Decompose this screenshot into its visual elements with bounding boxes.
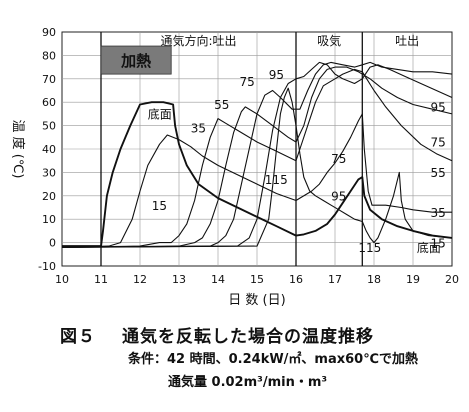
- y-tick-label: 20: [42, 190, 56, 203]
- x-tick-label: 10: [55, 273, 69, 286]
- series-line: [61, 66, 453, 248]
- x-tick-label: 19: [406, 273, 420, 286]
- series-label: 35: [431, 206, 446, 220]
- x-tick-label: 11: [94, 273, 108, 286]
- series-label: 55: [214, 98, 229, 112]
- x-tick-label: 14: [211, 273, 225, 286]
- figure-title-text: 通気を反転した場合の温度推移: [122, 327, 374, 347]
- series-line: [61, 61, 453, 248]
- series-label: 115: [265, 173, 288, 187]
- phase-label: 吐出: [395, 34, 419, 48]
- x-tick-label: 16: [289, 273, 303, 286]
- y-tick-label: 60: [42, 96, 56, 109]
- temperature-chart: -10 0 10 20 30 40 50 60 70 80 90 10 11 12 13 14 15 16 17 18…: [10, 26, 459, 308]
- y-tick-label: 90: [42, 26, 56, 39]
- y-tick-label: 0: [49, 237, 56, 250]
- series-label: 95: [331, 189, 346, 203]
- series-label: 75: [331, 152, 346, 166]
- y-tick-label: 80: [42, 49, 56, 62]
- x-tick-label: 17: [328, 273, 342, 286]
- series-label: 75: [431, 136, 446, 150]
- x-tick-label: 18: [367, 273, 381, 286]
- y-tick-label: 70: [42, 73, 56, 86]
- y-tick-label: 10: [42, 213, 56, 226]
- series-label: 95: [431, 101, 446, 115]
- heating-label: 加熱: [120, 52, 151, 70]
- x-tick-label: 13: [172, 273, 186, 286]
- y-tick-label: 50: [42, 120, 56, 133]
- series-label: 55: [431, 166, 446, 180]
- phase-label: 吸気: [317, 33, 341, 48]
- series-line: [61, 68, 453, 248]
- y-axis-label: 温 度 (℃): [10, 119, 26, 178]
- x-tick-label: 12: [133, 273, 147, 286]
- series-label: 35: [191, 122, 206, 136]
- figure-title: 図５ 通気を反転した場合の温度推移: [60, 322, 469, 347]
- y-tick-label: 40: [42, 143, 56, 156]
- x-axis-label: 日 数 (日): [228, 293, 285, 308]
- x-tick-label: 15: [250, 273, 264, 286]
- heating-box: [100, 45, 172, 75]
- series-line: [61, 61, 453, 248]
- conditions-line-2: 通気量 0.02m³/min・m³: [168, 375, 328, 390]
- figure-number: 図５: [60, 327, 96, 347]
- series-label: 75: [239, 75, 254, 89]
- x-tick-label: 20: [445, 273, 459, 286]
- series-label: 115: [358, 241, 381, 255]
- series-label: 15: [152, 199, 167, 213]
- y-tick-label: 30: [42, 166, 56, 179]
- series-label: 底面: [417, 240, 441, 255]
- series-label: 15: [431, 236, 446, 250]
- y-tick-label: -10: [38, 260, 56, 273]
- conditions-line-1: 条件：42 時間、0.24kW/㎡、max60℃で加熱: [128, 352, 418, 367]
- series-label: 95: [269, 68, 284, 82]
- series-line: [61, 87, 453, 248]
- series-label: 底面: [148, 107, 172, 122]
- series-line: [61, 113, 452, 248]
- phase-label: 通気方向:吐出: [160, 33, 236, 48]
